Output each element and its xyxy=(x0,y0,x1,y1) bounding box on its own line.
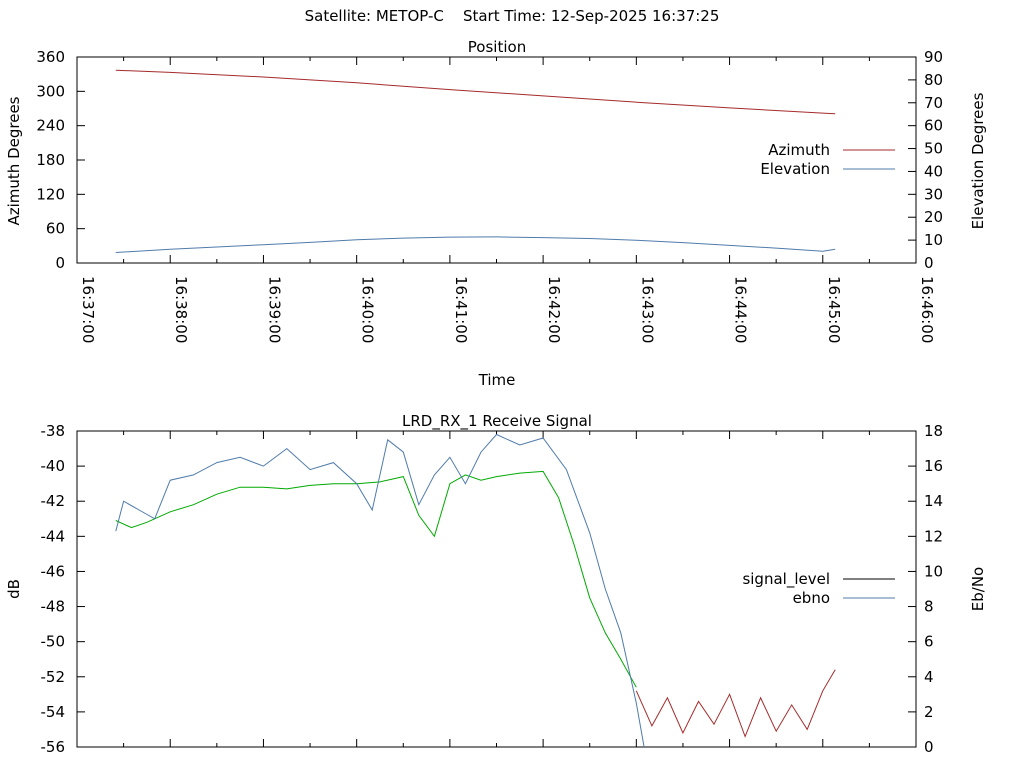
position-y-tick-label: 360 xyxy=(36,48,65,66)
position-y-tick-label: 120 xyxy=(36,185,65,203)
position-y2-tick-label: 70 xyxy=(924,94,943,112)
position-y-tick-label: 0 xyxy=(55,254,65,272)
position-x-axis-label: Time xyxy=(478,371,516,389)
receive-signal-y-tick-label: -48 xyxy=(41,598,66,616)
position-y-tick-label: 240 xyxy=(36,117,65,135)
receive-signal-y2-tick-label: 10 xyxy=(924,562,943,580)
receive-signal-series-ebno xyxy=(115,433,645,748)
position-chart: Position Time Azimuth Degrees Elevation … xyxy=(5,38,987,389)
position-series xyxy=(115,69,836,253)
receive-signal-y2-tick-label: 18 xyxy=(924,422,943,440)
ebno-axis-label: Eb/No xyxy=(969,567,987,611)
position-y-tick-label: 180 xyxy=(36,151,65,169)
receive-signal-y-tick-label: -46 xyxy=(41,562,66,580)
receive-signal-y2-tick-label: 2 xyxy=(924,703,934,721)
position-x-tick-label: 16:46:00 xyxy=(918,276,936,343)
chart-header: Satellite: METOP-C Start Time: 12-Sep-20… xyxy=(0,7,1024,25)
position-x-tick-label: 16:40:00 xyxy=(359,276,377,343)
receive-signal-legend-label: ebno xyxy=(793,589,830,607)
receive-signal-y2-tick-label: 0 xyxy=(924,738,934,756)
receive-signal-chart-title: LRD_RX_1 Receive Signal xyxy=(402,412,592,431)
receive-signal-y2-tick-label: 14 xyxy=(924,492,943,510)
receive-signal-axes: -56 -54 -52 -50 -48 -46 -44 -42 -40 -38 0 2 4 6 8 10 12 1… xyxy=(41,422,944,756)
receive-signal-series-signal-level xyxy=(115,470,637,688)
position-y2-tick-label: 90 xyxy=(924,48,943,66)
satellite-name: Satellite: METOP-C xyxy=(304,7,444,25)
receive-signal-y-tick-label: -54 xyxy=(41,703,66,721)
position-y2-tick-label: 30 xyxy=(924,185,943,203)
start-time: Start Time: 12-Sep-2025 16:37:25 xyxy=(462,7,720,25)
position-series-Elevation xyxy=(115,236,836,253)
position-y-tick-label: 60 xyxy=(46,220,65,238)
position-x-tick-label: 16:43:00 xyxy=(638,276,656,343)
position-x-tick-label: 16:44:00 xyxy=(732,276,750,343)
position-x-tick-label: 16:38:00 xyxy=(172,276,190,343)
receive-signal-chart: LRD_RX_1 Receive Signal dB Eb/No -56-54-… xyxy=(5,412,987,756)
position-x-tick-label: 16:41:00 xyxy=(452,276,470,343)
position-legend-label: Elevation xyxy=(760,160,830,178)
receive-signal-plot-frame xyxy=(76,430,917,748)
position-series-Azimuth xyxy=(115,69,836,115)
receive-signal-series xyxy=(115,433,836,748)
receive-signal-y2-tick-label: 8 xyxy=(924,598,934,616)
receive-signal-legend-label: signal_level xyxy=(742,570,830,589)
position-axes: 0 60 120 180 240 300 360 0 10 20 30 40 50 60 70 80 90 16:… xyxy=(36,48,943,343)
position-y2-tick-label: 60 xyxy=(924,117,943,135)
receive-signal-y2-tick-label: 6 xyxy=(924,633,934,651)
receive-signal-y-tick-label: -52 xyxy=(41,668,66,686)
receive-signal-y-tick-label: -40 xyxy=(41,457,66,475)
receive-signal-y-tick-label: -42 xyxy=(41,492,66,510)
receive-signal-series-signal-level xyxy=(635,669,836,738)
receive-signal-y-tick-label: -56 xyxy=(41,738,66,756)
position-y2-tick-label: 80 xyxy=(924,71,943,89)
db-axis-label: dB xyxy=(5,579,23,599)
position-x-tick-label: 16:39:00 xyxy=(265,276,283,343)
position-x-tick-label: 16:37:00 xyxy=(79,276,97,343)
elevation-axis-label: Elevation Degrees xyxy=(969,92,987,229)
position-chart-title: Position xyxy=(468,38,526,56)
position-y2-tick-label: 40 xyxy=(924,162,943,180)
position-x-tick-label: 16:45:00 xyxy=(825,276,843,343)
position-legend-label: Azimuth xyxy=(768,141,830,159)
receive-signal-y2-tick-label: 16 xyxy=(924,457,943,475)
receive-signal-y-tick-label: -38 xyxy=(41,422,66,440)
position-y2-tick-label: 0 xyxy=(924,254,934,272)
receive-signal-y-tick-label: -44 xyxy=(41,527,66,545)
receive-signal-y-tick-label: -50 xyxy=(41,633,66,651)
position-y2-tick-label: 10 xyxy=(924,231,943,249)
receive-signal-y2-tick-label: 12 xyxy=(924,527,943,545)
position-y-tick-label: 300 xyxy=(36,82,65,100)
azimuth-axis-label: Azimuth Degrees xyxy=(5,96,23,225)
receive-signal-y2-tick-label: 4 xyxy=(924,668,934,686)
position-y2-tick-label: 20 xyxy=(924,208,943,226)
position-x-tick-label: 16:42:00 xyxy=(545,276,563,343)
position-y2-tick-label: 50 xyxy=(924,140,943,158)
